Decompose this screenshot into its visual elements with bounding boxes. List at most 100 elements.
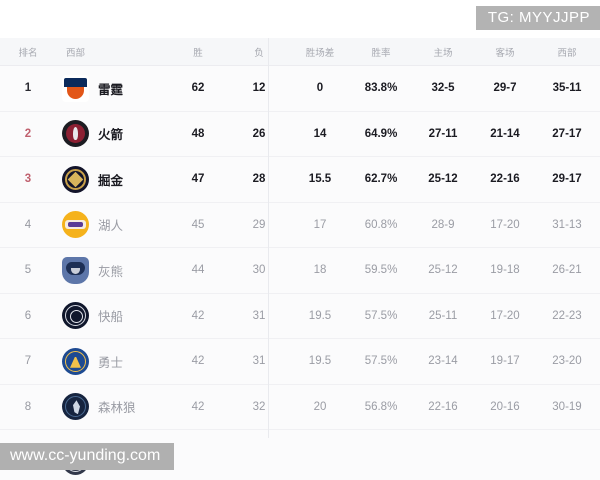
table-row[interactable]: 1 雷霆 62 12 0 83.8% 32-5 29-7 35-11 120.1: [0, 66, 600, 112]
tg-watermark-badge: TG: MYYJJPP: [475, 6, 600, 30]
table-row[interactable]: 2 火箭 48 26 14 64.9% 27-11 21-14 27-17 11…: [0, 111, 600, 157]
header-rank: 排名: [18, 47, 38, 59]
row-losses: 26: [252, 127, 266, 140]
row-losses: 29: [252, 218, 266, 231]
row-team: 森林狼: [56, 393, 168, 421]
row-win-pct: 57.5%: [364, 355, 398, 368]
row-games-behind: 19.5: [308, 355, 332, 368]
row-rank: 1: [24, 82, 32, 95]
row-team: 勇士: [56, 347, 168, 375]
row-away: 17-20: [490, 218, 520, 231]
row-win-pct: 60.8%: [364, 218, 398, 231]
table-row[interactable]: 8 森林狼 42 32 20 56.8% 22-16 20-16 30-19 1…: [0, 384, 600, 430]
header-away: 客场: [495, 47, 515, 59]
row-rank: 4: [24, 218, 32, 231]
grizzlies-logo: [62, 256, 89, 284]
row-team: 掘金: [56, 165, 168, 193]
header-games-behind: 胜场差: [305, 47, 335, 59]
header-losses: 负: [254, 47, 264, 59]
row-rank: 3: [24, 173, 32, 186]
row-win-pct: 57.5%: [364, 309, 398, 322]
row-home: 27-11: [428, 127, 458, 140]
row-team: 雷霆: [56, 74, 168, 102]
row-away: 21-14: [490, 127, 520, 140]
row-away: 19-17: [490, 355, 520, 368]
table-row[interactable]: 4 湖人 45 29 17 60.8% 28-9 17-20 31-13 113…: [0, 202, 600, 248]
lakers-logo: [62, 211, 89, 239]
header-team: 西部: [66, 47, 86, 59]
row-home: 25-12: [428, 173, 458, 186]
row-home: 22-16: [428, 400, 458, 413]
row-team: 灰熊: [56, 256, 168, 284]
table-row[interactable]: 7 勇士 42 31 19.5 57.5% 23-14 19-17 23-20 …: [0, 339, 600, 385]
header-conference: 西部: [557, 47, 577, 59]
row-home: 32-5: [431, 82, 455, 95]
row-team-name: 火箭: [98, 128, 124, 143]
row-away: 19-18: [490, 264, 520, 277]
row-win-pct: 62.7%: [364, 173, 398, 186]
row-wins: 42: [191, 355, 205, 368]
row-home: 25-11: [428, 309, 458, 322]
row-wins: 47: [191, 173, 205, 186]
row-conference: 29-17: [552, 173, 582, 186]
row-rank: 5: [24, 264, 32, 277]
row-win-pct: 56.8%: [364, 400, 398, 413]
row-losses: 31: [252, 355, 266, 368]
row-conference: 27-17: [552, 127, 582, 140]
row-team-name: 雷霆: [98, 82, 124, 97]
row-rank: 7: [24, 355, 32, 368]
row-losses: 31: [252, 309, 266, 322]
row-away: 22-16: [490, 173, 520, 186]
row-home: 23-14: [428, 355, 458, 368]
row-losses: 30: [252, 264, 266, 277]
row-games-behind: 19.5: [308, 309, 332, 322]
row-away: 20-16: [490, 400, 520, 413]
row-team-name: 快船: [98, 310, 124, 325]
row-team: 湖人: [56, 211, 168, 239]
clippers-logo: [62, 302, 89, 330]
row-games-behind: 20: [313, 400, 327, 413]
row-away: 17-20: [490, 309, 520, 322]
row-games-behind: 17: [313, 218, 327, 231]
nuggets-logo: [62, 165, 89, 193]
row-team-name: 湖人: [98, 219, 124, 234]
row-home: 25-12: [428, 264, 458, 277]
table-row[interactable]: 5 灰熊 44 30 18 59.5% 25-12 19-18 26-21 12…: [0, 248, 600, 294]
header-wins: 胜: [193, 47, 203, 59]
row-conference: 23-20: [552, 355, 582, 368]
row-wins: 62: [191, 82, 205, 95]
standings-table: 排名 西部 胜 负 胜场差 胜率 主场 客场 西部 得分 1 雷霆 62 12 …: [0, 38, 600, 480]
row-conference: 30-19: [552, 400, 582, 413]
row-wins: 42: [191, 400, 205, 413]
thunder-logo: [62, 74, 89, 102]
rockets-logo: [62, 120, 89, 148]
row-rank: 2: [24, 127, 32, 140]
row-rank: 6: [24, 309, 32, 322]
column-divider: [268, 38, 269, 438]
row-games-behind: 14: [313, 127, 327, 140]
row-home: 28-9: [431, 218, 455, 231]
row-win-pct: 59.5%: [364, 264, 398, 277]
table-row[interactable]: 6 快船 42 31 19.5 57.5% 25-11 17-20 22-23 …: [0, 293, 600, 339]
row-win-pct: 64.9%: [364, 127, 398, 140]
row-conference: 35-11: [552, 82, 582, 95]
table-row[interactable]: 3 掘金 47 28 15.5 62.7% 25-12 22-16 29-17 …: [0, 157, 600, 203]
row-conference: 31-13: [552, 218, 582, 231]
site-watermark: www.cc-yunding.com: [0, 443, 175, 470]
row-rank: 8: [24, 400, 32, 413]
row-away: 29-7: [493, 82, 517, 95]
row-wins: 48: [191, 127, 205, 140]
row-games-behind: 18: [313, 264, 327, 277]
row-conference: 22-23: [552, 309, 582, 322]
row-team-name: 勇士: [98, 355, 124, 370]
row-wins: 44: [191, 264, 205, 277]
row-losses: 28: [252, 173, 266, 186]
row-conference: 26-21: [552, 264, 582, 277]
row-wins: 45: [191, 218, 205, 231]
table-header-row: 排名 西部 胜 负 胜场差 胜率 主场 客场 西部 得分: [0, 38, 600, 66]
warriors-logo: [62, 347, 89, 375]
header-win-pct: 胜率: [371, 47, 391, 59]
row-games-behind: 0: [316, 82, 324, 95]
row-team-name: 灰熊: [98, 264, 124, 279]
